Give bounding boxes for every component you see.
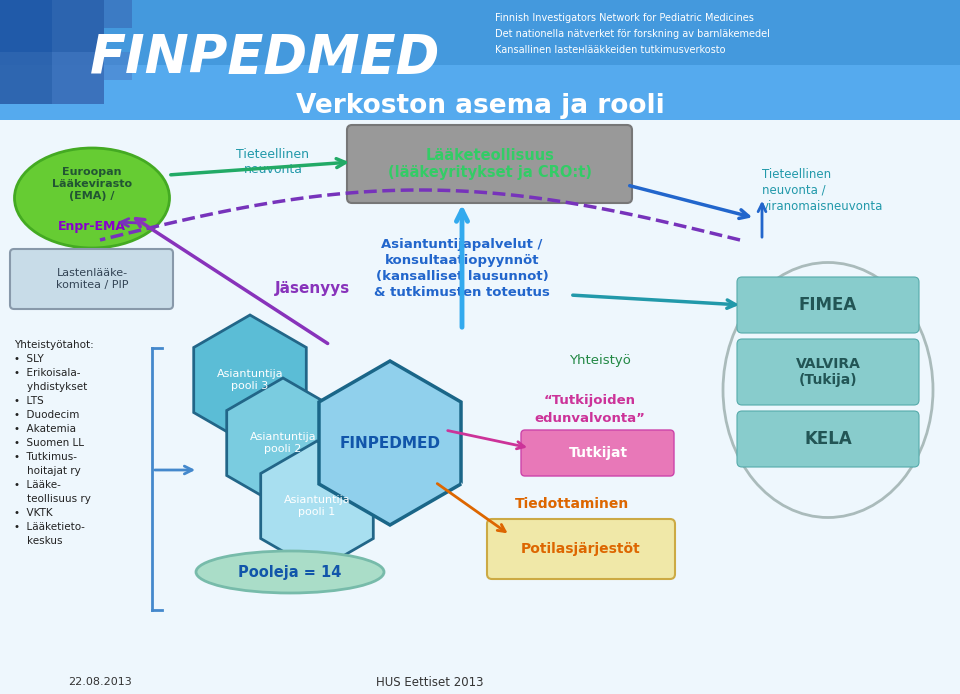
Polygon shape (261, 441, 373, 571)
Ellipse shape (14, 148, 170, 248)
Text: KELA: KELA (804, 430, 852, 448)
Bar (104, 52, 132, 80)
FancyBboxPatch shape (737, 411, 919, 467)
Text: “Tutkijoiden: “Tutkijoiden (544, 393, 636, 407)
Text: Tieteellinen
neuvonta: Tieteellinen neuvonta (236, 148, 309, 176)
Text: Potilasjärjestöt: Potilasjärjestöt (521, 542, 641, 556)
Bar (0, 120, 960, 694)
Text: Euroopan
Lääkevirasto
(EMA) /: Euroopan Lääkevirasto (EMA) / (52, 167, 132, 201)
FancyBboxPatch shape (347, 125, 632, 203)
Text: FINPEDMED: FINPEDMED (340, 436, 441, 450)
Text: FIMEA: FIMEA (799, 296, 857, 314)
Text: Jäsenyys: Jäsenyys (275, 280, 349, 296)
Text: Pooleja = 14: Pooleja = 14 (238, 564, 342, 579)
Text: Enpr-EMA: Enpr-EMA (58, 219, 126, 232)
Text: Lastenlääke-
komitea / PIP: Lastenlääke- komitea / PIP (56, 268, 129, 290)
FancyBboxPatch shape (521, 430, 674, 476)
Text: Yhteistyö: Yhteistyö (569, 353, 631, 366)
Bar (52, 0, 104, 52)
Text: Asiantuntija
pooli 1: Asiantuntija pooli 1 (284, 496, 350, 517)
Text: VALVIRA
(Tukija): VALVIRA (Tukija) (796, 357, 860, 387)
Text: Tutkijat: Tutkijat (568, 446, 628, 460)
Bar (52, 52, 104, 104)
Bar (0, 0, 52, 52)
Bar (0, 65, 960, 120)
Text: Asiantuntija
pooli 3: Asiantuntija pooli 3 (217, 369, 283, 391)
Polygon shape (194, 315, 306, 445)
Text: FINPEDMED: FINPEDMED (90, 32, 441, 84)
Text: Det nationella nätverket för forskning av barnläkemedel: Det nationella nätverket för forskning a… (495, 29, 770, 39)
Bar (0, 52, 52, 104)
FancyBboxPatch shape (487, 519, 675, 579)
Text: HUS Eettiset 2013: HUS Eettiset 2013 (376, 675, 484, 688)
Text: Asiantuntijapalvelut /
konsultaatiopyynnöt
(kansalliset lausunnot)
& tutkimusten: Asiantuntijapalvelut / konsultaatiopyynn… (374, 238, 550, 299)
Text: Yhteistyötahot:
•  SLY
•  Erikoisala-
    yhdistykset
•  LTS
•  Duodecim
•  Akat: Yhteistyötahot: • SLY • Erikoisala- yhdi… (14, 340, 94, 546)
Text: 22.08.2013: 22.08.2013 (68, 677, 132, 687)
FancyBboxPatch shape (737, 339, 919, 405)
Text: edunvalvonta”: edunvalvonta” (535, 412, 645, 425)
Text: Lääketeollisuus
(lääkeyritykset ja CRO:t): Lääketeollisuus (lääkeyritykset ja CRO:t… (388, 148, 592, 180)
Bar (104, 0, 132, 28)
Bar (0, 0, 960, 65)
Text: Verkoston asema ja rooli: Verkoston asema ja rooli (296, 93, 664, 119)
Text: Finnish Investigators Network for Pediatric Medicines: Finnish Investigators Network for Pediat… (495, 13, 754, 23)
Text: Asiantuntija
pooli 2: Asiantuntija pooli 2 (250, 432, 316, 454)
Ellipse shape (196, 551, 384, 593)
Polygon shape (319, 361, 461, 525)
Text: Tieteellinen
neuvonta /
viranomaisneuvonta: Tieteellinen neuvonta / viranomaisneuvon… (762, 167, 883, 212)
Text: Tiedottaminen: Tiedottaminen (515, 497, 629, 511)
FancyBboxPatch shape (737, 277, 919, 333)
Polygon shape (227, 378, 339, 508)
FancyBboxPatch shape (10, 249, 173, 309)
Text: Kansallinen lastенlääkkeiden tutkimusverkosto: Kansallinen lastенlääkkeiden tutkimusver… (495, 45, 726, 55)
